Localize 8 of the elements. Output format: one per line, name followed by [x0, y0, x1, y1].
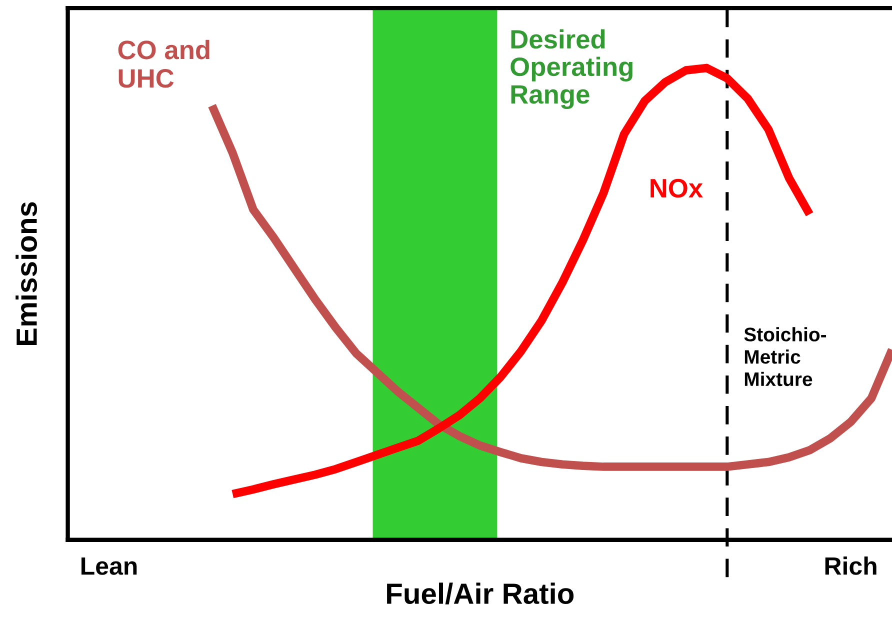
- series-label: CO and UHC: [118, 40, 210, 88]
- x-tick-label: Lean: [82, 557, 137, 575]
- annotation: Stoichio- Metric Mixture: [744, 327, 826, 386]
- annotation: Desired Operating Range: [510, 29, 632, 110]
- y-axis-title: Emissions: [16, 202, 38, 345]
- series-label: NOx: [650, 178, 703, 198]
- x-axis-title: Fuel/Air Ratio: [387, 582, 574, 604]
- x-tick-label: Rich: [825, 556, 876, 575]
